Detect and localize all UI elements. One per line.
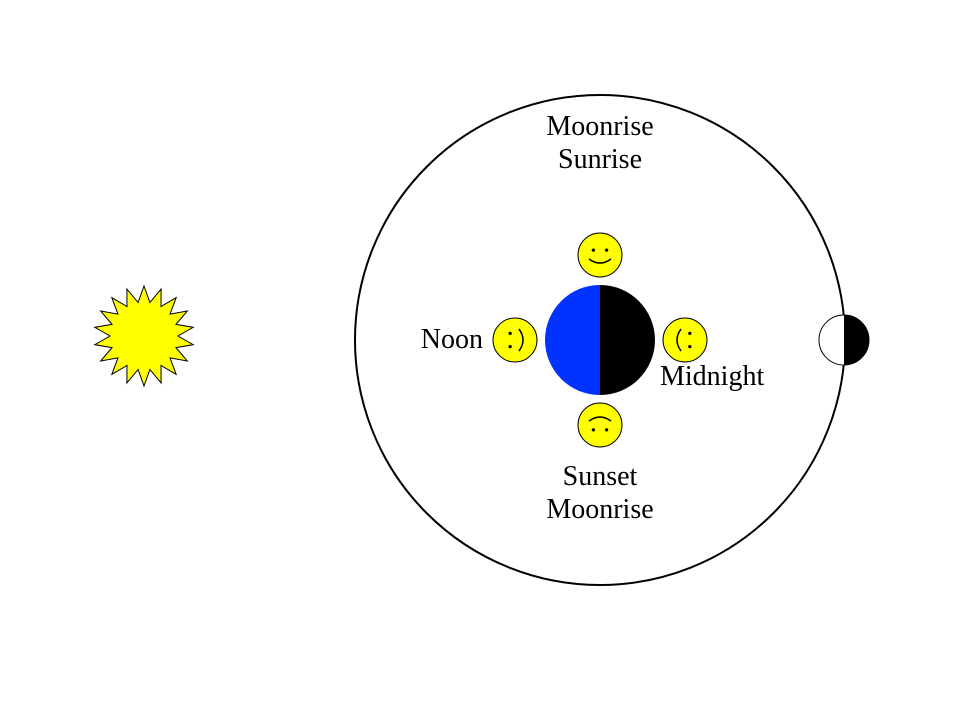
diagram-stage: MoonriseSunriseNoonMidnightSunsetMoonris… xyxy=(0,0,959,719)
earth-dark-half xyxy=(600,285,655,395)
label-noon: Noon xyxy=(421,324,483,355)
observer-top-icon xyxy=(578,233,622,277)
label-top-moonrise: Moonrise xyxy=(546,111,653,142)
diagram-svg: MoonriseSunriseNoonMidnightSunsetMoonris… xyxy=(0,0,959,719)
moon-dark-half xyxy=(844,315,869,365)
label-midnight: Midnight xyxy=(660,361,764,392)
earth-lit-half xyxy=(545,285,600,395)
sun-icon xyxy=(95,286,193,386)
observer-bottom-icon xyxy=(578,403,622,447)
label-top-sunrise: Sunrise xyxy=(558,144,642,175)
observer-right-icon xyxy=(663,318,707,362)
label-bottom-moonrise: Moonrise xyxy=(546,494,653,525)
observer-left-icon xyxy=(493,318,537,362)
label-bottom-sunset: Sunset xyxy=(563,461,638,492)
